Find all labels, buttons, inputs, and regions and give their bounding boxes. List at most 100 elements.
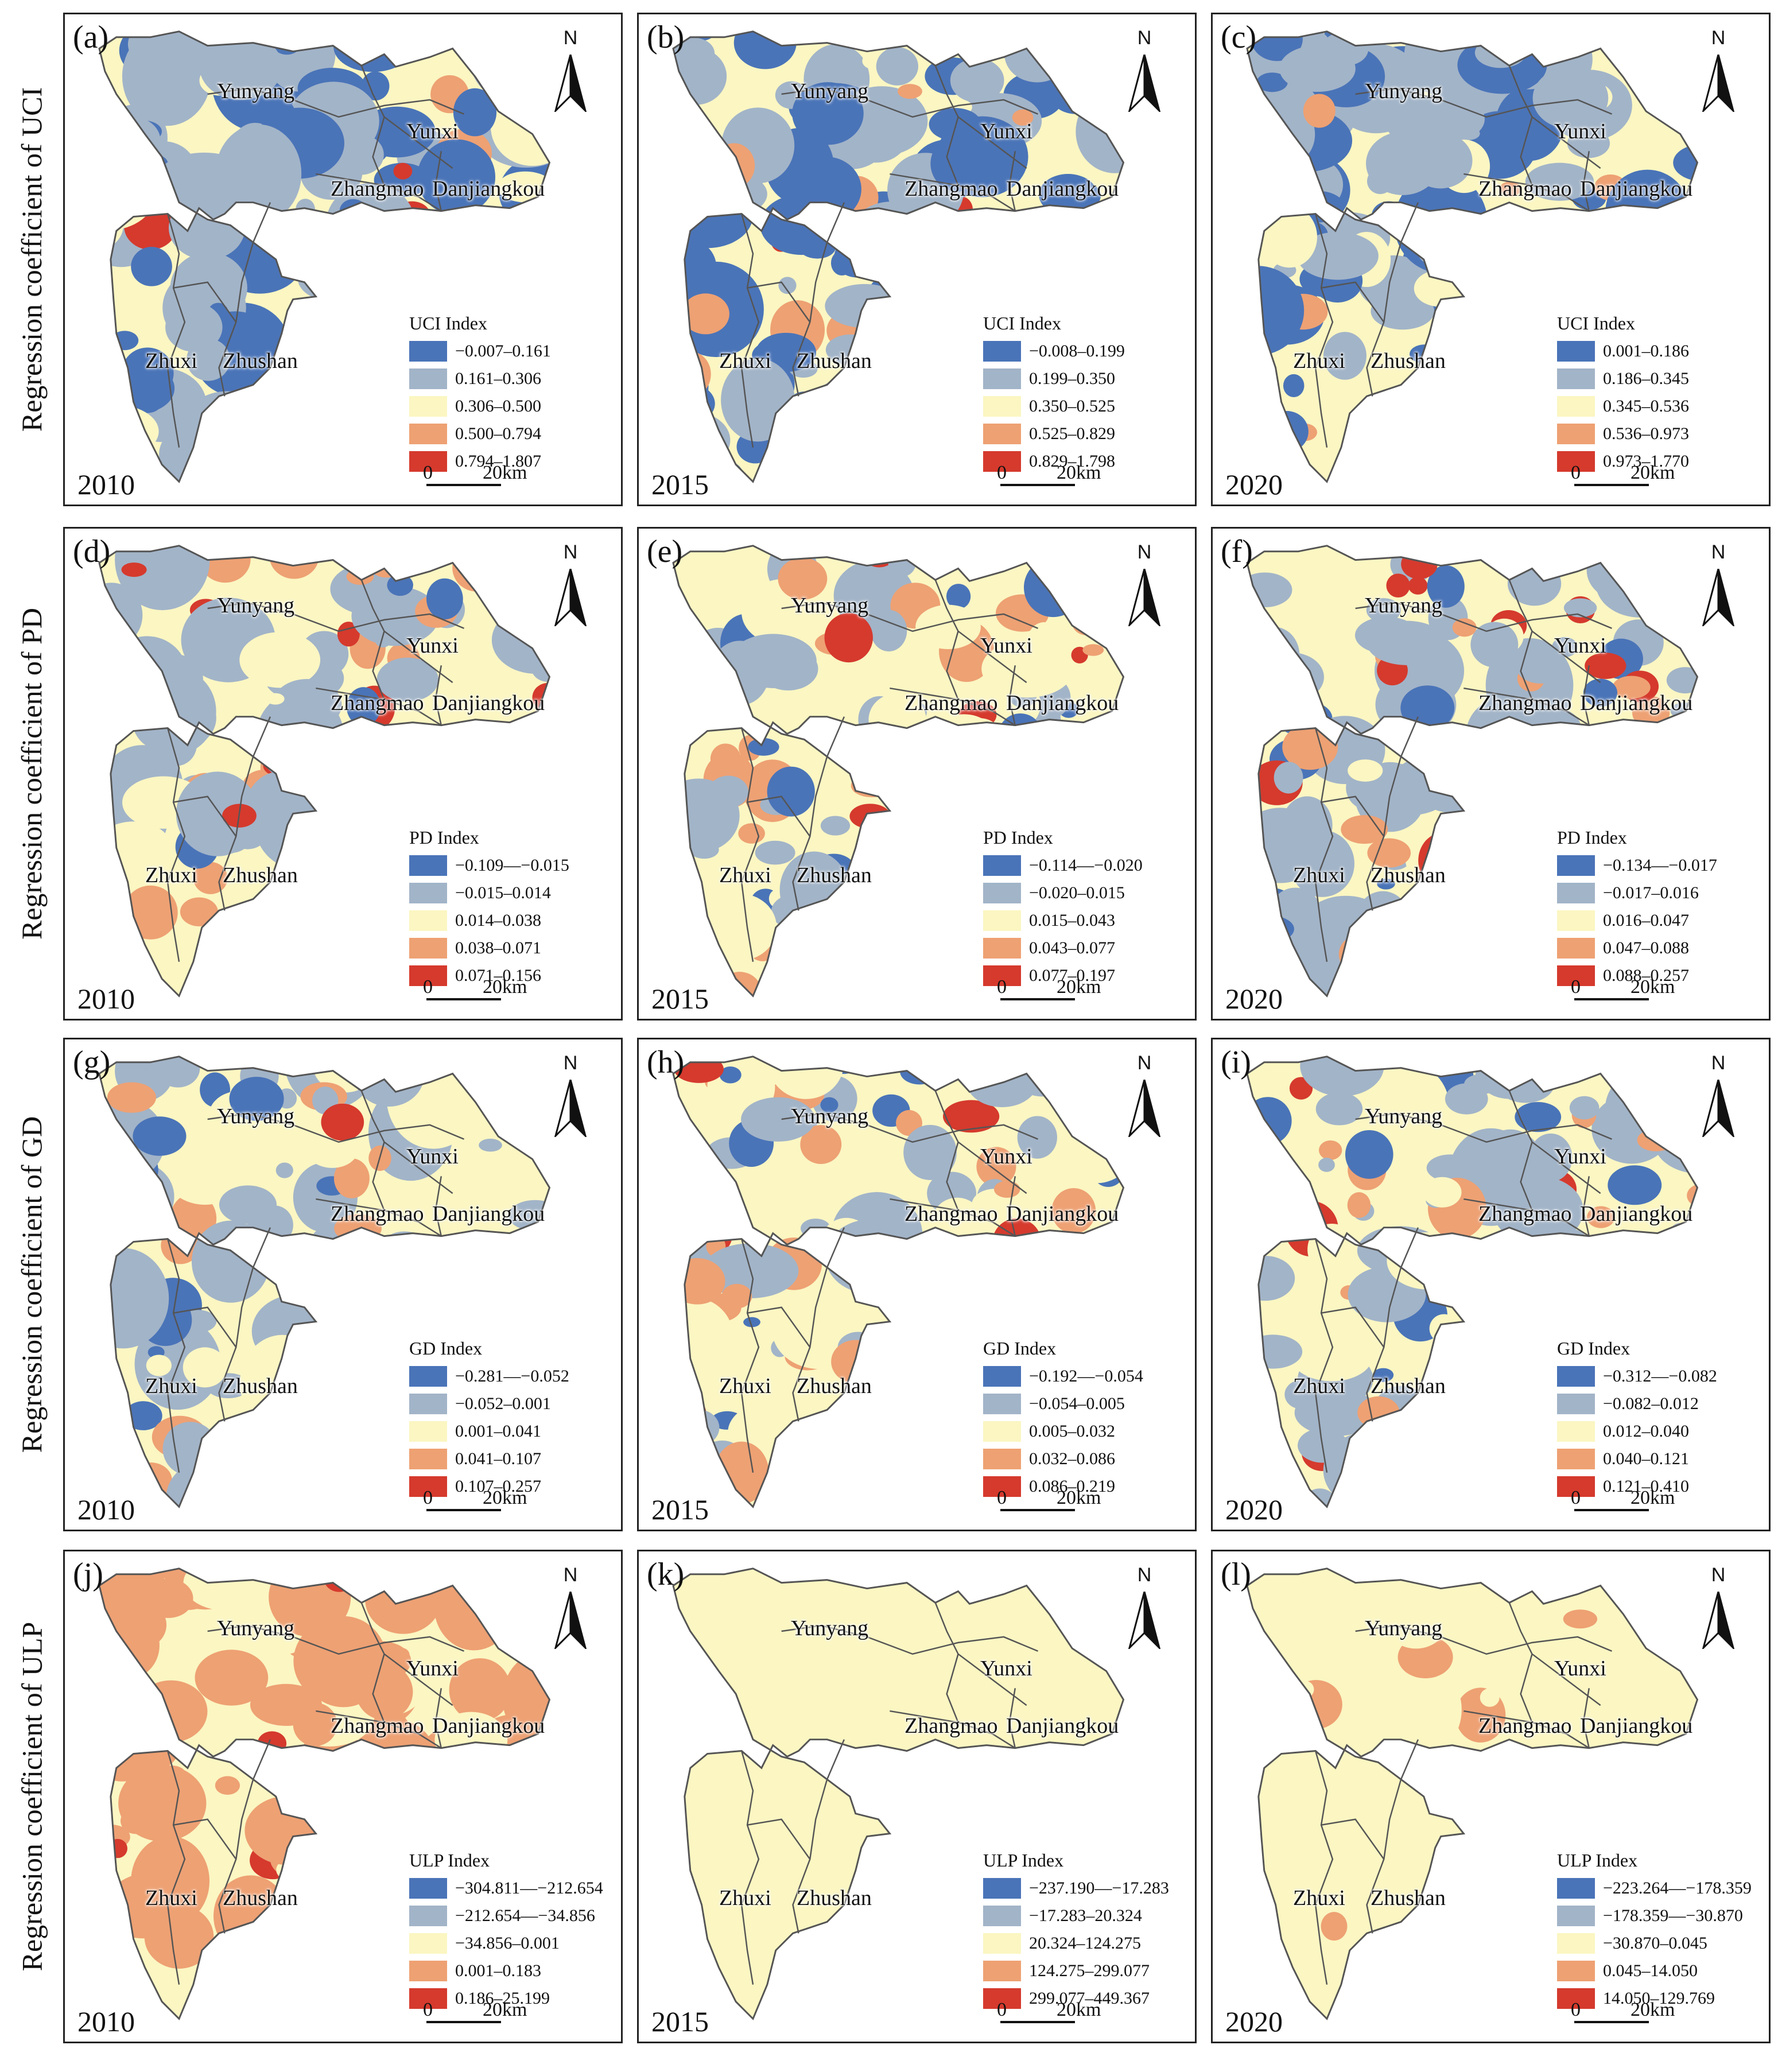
map-patch	[728, 1852, 759, 1874]
legend-item: −0.008–0.199	[983, 337, 1125, 365]
scale-end: 20km	[1057, 976, 1101, 998]
scale-line	[1574, 1509, 1649, 1511]
panel-year: 2015	[651, 1493, 709, 1526]
map-patch	[1311, 1399, 1358, 1426]
map-patch	[870, 610, 907, 651]
map-patch	[385, 1254, 439, 1305]
map-patch	[1477, 1129, 1544, 1204]
panel-tag: (l)	[1221, 1557, 1251, 1592]
place-label: Yunxi	[1554, 634, 1606, 658]
map-patch	[304, 763, 351, 803]
legend-label: −30.870–0.045	[1603, 1934, 1707, 1953]
map-legend: UCI Index −0.007–0.161 0.161–0.306 0.306–0.…	[409, 313, 551, 475]
map-patch	[530, 1248, 550, 1294]
legend-swatch	[1557, 368, 1595, 389]
map-patch	[1515, 732, 1601, 786]
legend-swatch	[1557, 451, 1595, 472]
map-patch	[1042, 721, 1067, 738]
map-patch	[1676, 1245, 1698, 1276]
map-patch	[849, 201, 934, 271]
map-patch	[1247, 411, 1290, 457]
map-patch	[99, 583, 143, 648]
scale-end: 20km	[1057, 1999, 1101, 2020]
map-patch	[218, 1448, 281, 1491]
legend-label: 14.050–129.769	[1603, 1989, 1715, 2008]
map-patch	[1631, 31, 1680, 79]
map-patch	[898, 84, 922, 99]
scale-line	[1000, 998, 1075, 1000]
map-patch	[1552, 637, 1578, 658]
map-patch	[807, 1969, 844, 2000]
panel-tag: (e)	[647, 534, 683, 569]
place-label: Yunxi	[406, 1144, 459, 1169]
map-patch	[863, 265, 957, 350]
legend-label: −178.359—−30.870	[1603, 1906, 1743, 1925]
map-patch	[232, 1957, 299, 2019]
place-label: Zhushan	[1371, 1886, 1446, 1910]
place-label: Zhuxi	[719, 863, 771, 887]
legend-label: 0.306–0.500	[455, 397, 541, 416]
map-patch	[1436, 1497, 1462, 1507]
map-patch	[107, 1082, 156, 1113]
map-patch	[1082, 644, 1104, 656]
map-patch	[467, 229, 504, 267]
place-label: Danjiangkou	[432, 1202, 545, 1226]
legend-item: 0.350–0.525	[983, 393, 1125, 420]
county-boundary	[781, 602, 1038, 633]
map-patch	[322, 1458, 379, 1507]
legend-swatch	[409, 1878, 447, 1899]
legend-item: 0.829–1.798	[983, 448, 1125, 475]
place-label: Yunyang	[217, 593, 295, 618]
legend-label: 0.794–1.807	[455, 452, 541, 471]
map-patch	[417, 139, 496, 215]
map-patch	[305, 920, 400, 996]
legend-item: 0.536–0.973	[1557, 420, 1689, 448]
scale-bar: 0 20km	[995, 971, 1115, 1005]
map-patch	[1407, 1445, 1481, 1507]
map-patch	[1081, 602, 1100, 622]
map-patch	[1583, 678, 1618, 707]
map-patch	[333, 31, 413, 72]
map-legend: PD Index −0.109—−0.015 −0.015–0.014 0.014–0…	[409, 827, 569, 990]
north-label: N	[1137, 1564, 1152, 1586]
map-patch	[1667, 727, 1694, 746]
map-patch	[131, 1836, 210, 1926]
legend-label: 0.038–0.071	[455, 938, 541, 957]
legend-swatch	[983, 1988, 1021, 2009]
legend-label: −17.283–20.324	[1029, 1906, 1142, 1925]
place-label: Zhangmao	[1478, 177, 1572, 201]
map-patch	[921, 772, 964, 798]
scale-line	[1000, 484, 1075, 486]
map-patch	[1371, 777, 1418, 816]
map-patch	[1371, 421, 1424, 467]
map-patch	[342, 719, 376, 750]
map-patch	[952, 725, 987, 758]
legend-label: 0.107–0.257	[455, 1477, 541, 1496]
region-outline	[672, 545, 1125, 998]
panel-tag: (d)	[73, 534, 111, 569]
legend-item: −0.281—−0.052	[409, 1363, 569, 1390]
map-patch	[1509, 891, 1562, 943]
map-patch	[741, 1097, 815, 1142]
place-label: Zhushan	[1371, 349, 1446, 373]
legend-label: −0.017–0.016	[1603, 883, 1699, 902]
map-patch	[1248, 852, 1272, 880]
map-patch	[834, 236, 879, 278]
map-patch	[1503, 878, 1560, 938]
map-patch	[112, 1938, 134, 1958]
county-boundary	[360, 1602, 453, 1706]
scale-start: 0	[423, 462, 433, 483]
place-label: Zhushan	[1371, 1374, 1446, 1398]
map-patch	[525, 242, 542, 256]
map-patch	[1637, 86, 1661, 102]
county-boundary	[1321, 796, 1385, 837]
region-outline	[98, 30, 551, 483]
map-patch	[1291, 1333, 1372, 1382]
legend-item: −0.054–0.005	[983, 1390, 1143, 1418]
map-patch	[376, 657, 439, 702]
map-patch	[265, 1446, 289, 1466]
map-patch	[1629, 259, 1661, 280]
place-label: Zhuxi	[1293, 1886, 1345, 1910]
legend-item: 0.045–14.050	[1557, 1957, 1752, 1985]
legend-label: −212.654—−34.856	[455, 1906, 595, 1925]
